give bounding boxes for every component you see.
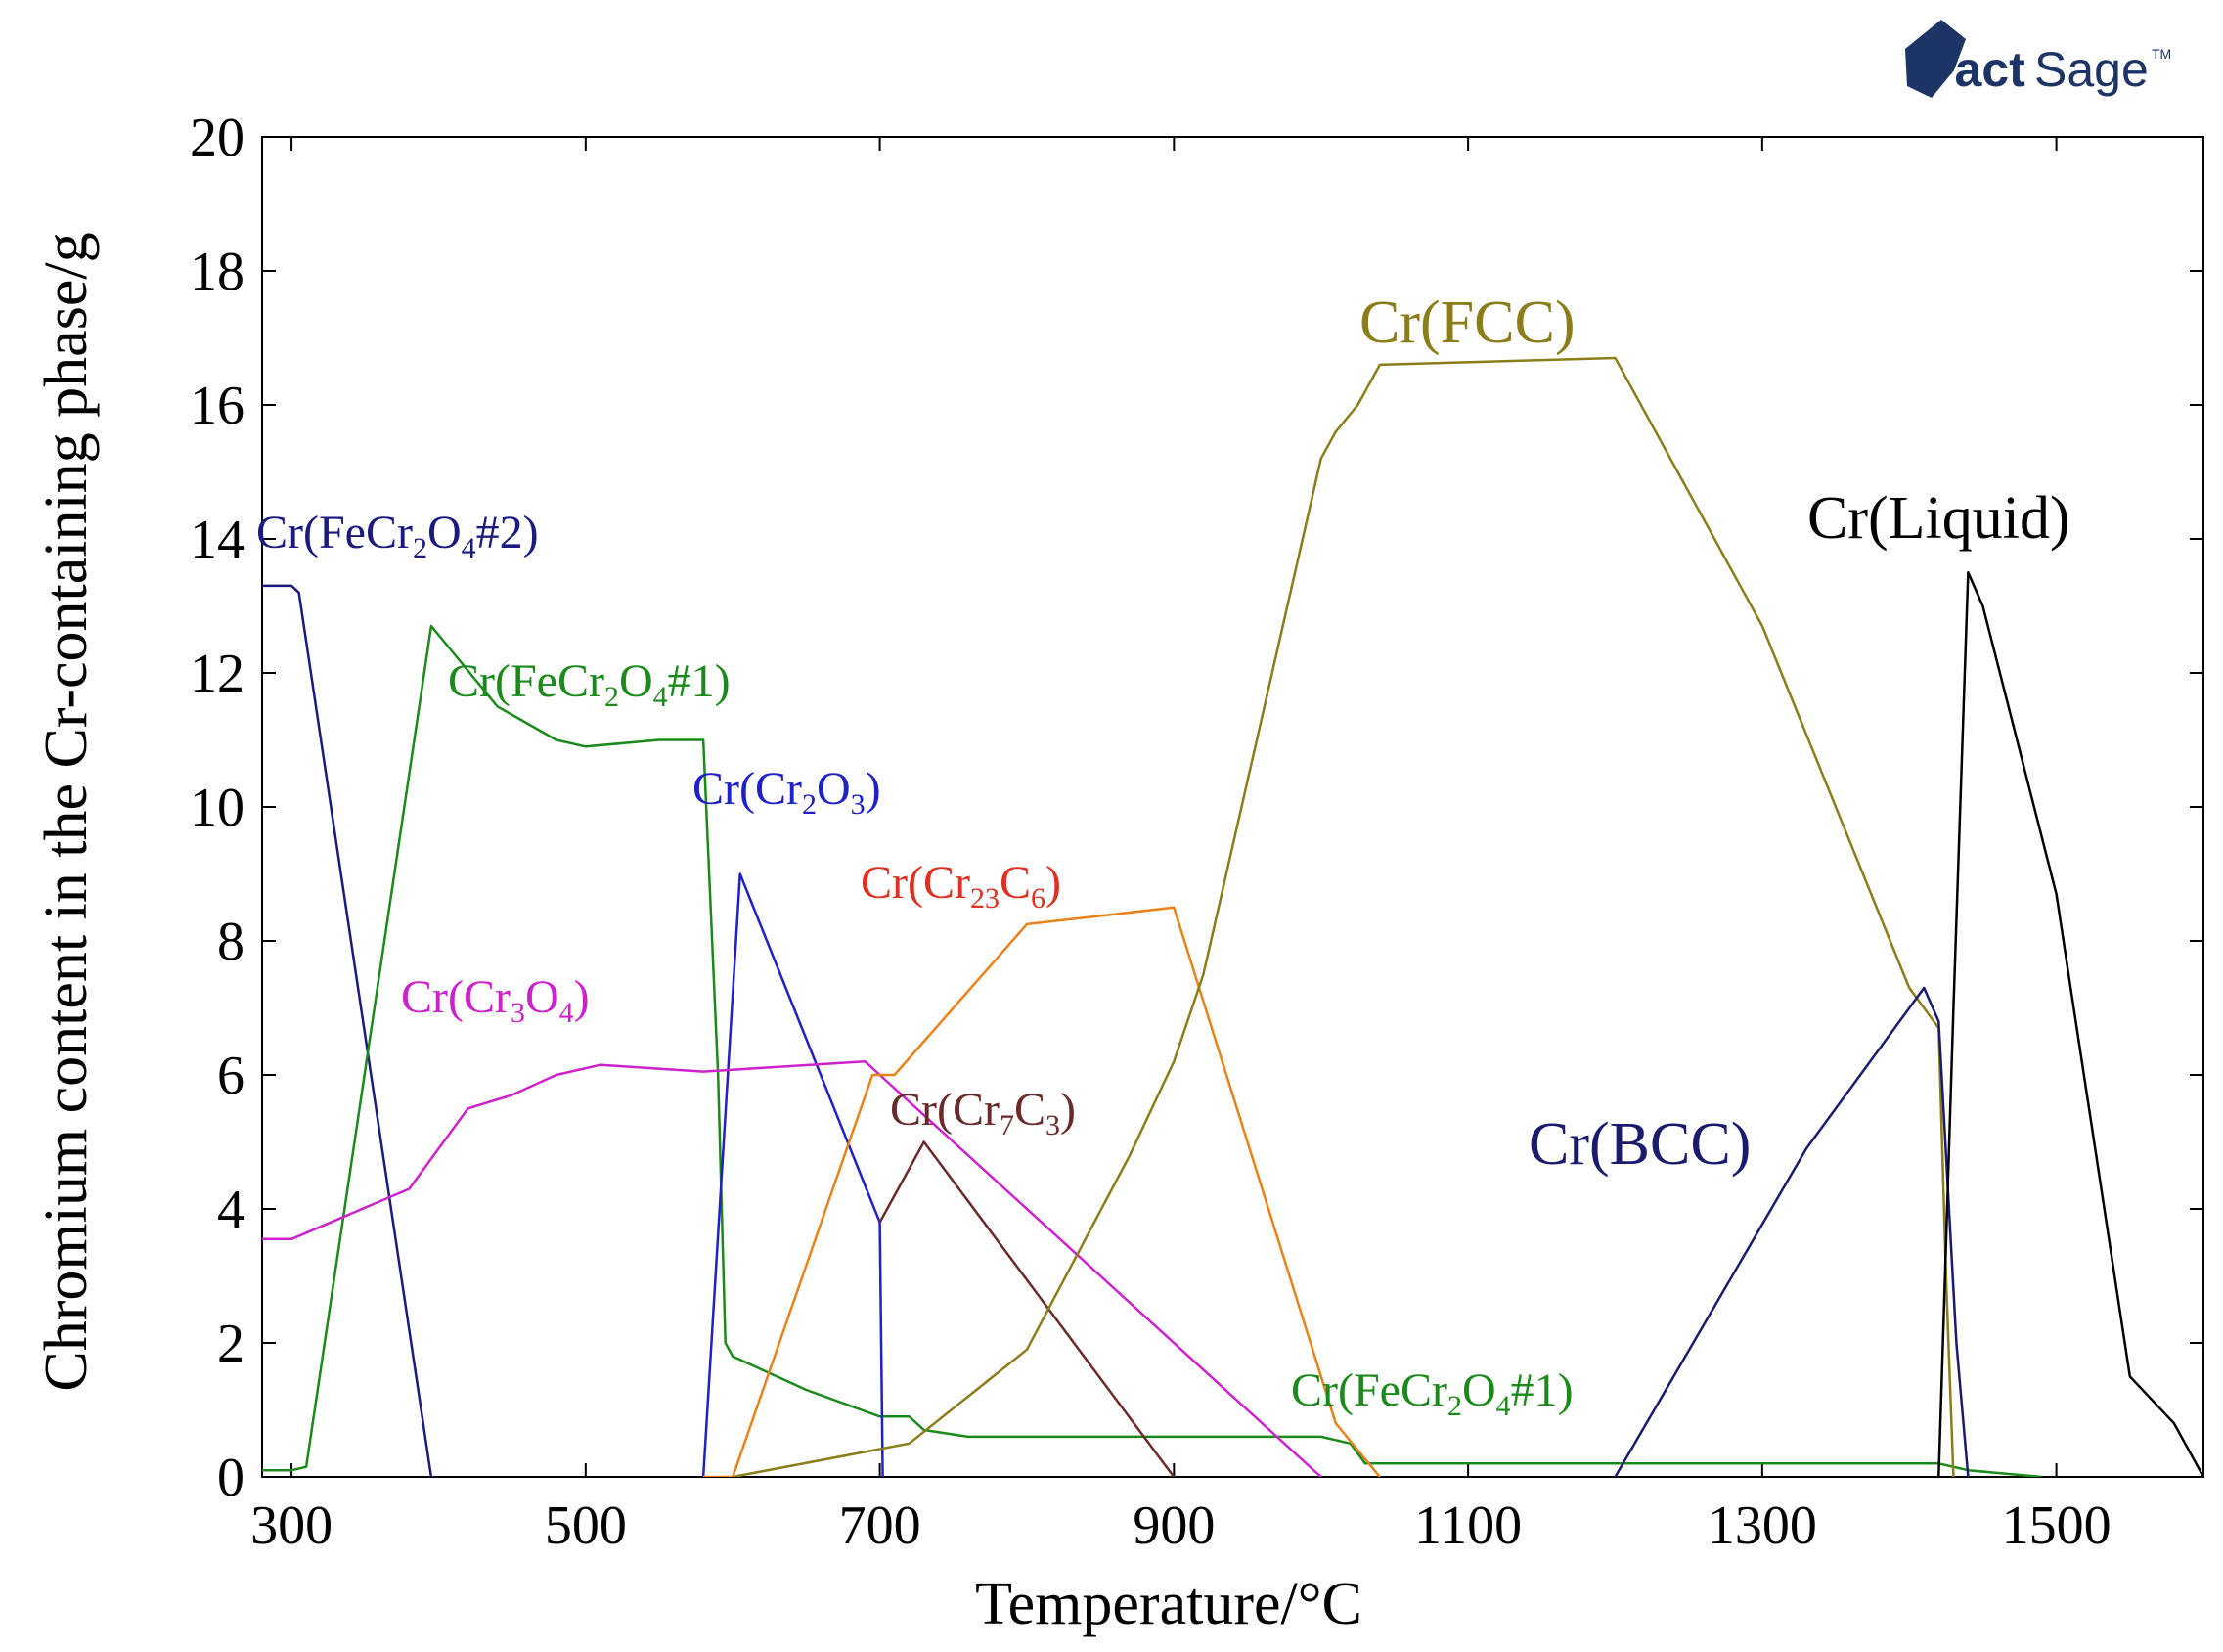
y-tick-label: 16 xyxy=(190,376,245,436)
plot-frame xyxy=(261,136,2204,1478)
series-line-cr-cr3o4 xyxy=(262,1060,1322,1477)
factsage-logo-mark-icon xyxy=(1905,20,1966,98)
y-tick-label: 12 xyxy=(190,644,245,704)
label-text: Cr(Liquid) xyxy=(1807,485,2070,552)
label-text: Cr(FeCr xyxy=(448,655,604,707)
logo-tm: TM xyxy=(2152,46,2171,62)
series-line-cr-fcc xyxy=(732,356,1955,1477)
label-text: O xyxy=(817,763,851,815)
label-text: Cr(FeCr xyxy=(1291,1364,1447,1416)
ticks: 300 500 700 900 1100 1300 1500 0 2 4 6 8 10 12 14 16 18 2… xyxy=(190,108,2203,1556)
series-label-cr-fecr2o4-2: Cr(FeCr2O4#2) xyxy=(256,507,539,564)
label-text: C xyxy=(1014,1084,1045,1136)
series-line-cr-fecr2o4-1 xyxy=(262,624,2042,1477)
label-text: ) xyxy=(1060,1084,1076,1136)
label-text: C xyxy=(1000,857,1031,909)
label-text: Cr(Cr xyxy=(692,763,802,815)
label-text: Cr(Cr xyxy=(401,971,511,1023)
label-text: #1) xyxy=(1511,1364,1574,1416)
series-line-cr-cr23c6 xyxy=(703,906,1381,1477)
y-tick-label: 20 xyxy=(190,108,245,168)
y-tick-label: 4 xyxy=(217,1180,245,1240)
y-tick-label: 8 xyxy=(217,912,245,972)
x-tick-label: 1500 xyxy=(2002,1496,2112,1556)
label-subscript: 4 xyxy=(653,681,668,713)
label-text: #2) xyxy=(476,507,539,558)
series-line-cr-liquid xyxy=(1937,570,2203,1477)
x-tick-label: 500 xyxy=(545,1496,627,1556)
series-lines xyxy=(262,356,2203,1477)
series-line-cr-cr7c3 xyxy=(878,1140,1176,1477)
y-tick-label: 2 xyxy=(217,1314,245,1374)
label-subscript: 3 xyxy=(1045,1109,1060,1141)
y-tick-label: 10 xyxy=(190,778,245,838)
label-text: Cr(Cr xyxy=(861,857,970,909)
series-label-cr-bcc: Cr(BCC) xyxy=(1529,1111,1751,1178)
x-tick-label: 700 xyxy=(839,1496,921,1556)
label-subscript: 23 xyxy=(970,882,1000,915)
y-axis-title: Chromium content in the Cr-containing ph… xyxy=(33,232,100,1391)
label-text: O xyxy=(525,971,559,1023)
series-line-cr-fecr2o4-2 xyxy=(262,584,433,1477)
x-tick-label: 1100 xyxy=(1414,1496,1522,1556)
series-label-cr-fcc: Cr(FCC) xyxy=(1359,290,1575,356)
label-subscript: 4 xyxy=(1496,1390,1511,1422)
series-label-cr-cr7c3: Cr(Cr7C3) xyxy=(890,1084,1076,1141)
label-subscript: 3 xyxy=(851,788,866,821)
label-text: Cr(Cr xyxy=(890,1084,1000,1136)
label-subscript: 6 xyxy=(1031,882,1045,915)
label-text: ) xyxy=(1045,857,1061,909)
label-subscript: 7 xyxy=(1000,1109,1014,1141)
series-label-cr-cr23c6: Cr(Cr23C6) xyxy=(861,857,1061,915)
label-text: O xyxy=(427,507,462,558)
series-label-cr-cr2o3: Cr(Cr2O3) xyxy=(692,763,881,821)
label-text: O xyxy=(619,655,653,707)
x-axis-title: Temperature/°C xyxy=(975,1571,1362,1637)
y-tick-label: 14 xyxy=(190,510,245,570)
label-text: Cr(FCC) xyxy=(1359,290,1575,356)
y-tick-label: 0 xyxy=(217,1448,245,1508)
label-text: ) xyxy=(574,971,590,1023)
label-subscript: 2 xyxy=(802,788,817,821)
logo-bold-text: Fact xyxy=(1925,42,2025,97)
label-text: Cr(FeCr xyxy=(256,507,413,558)
label-text: #1) xyxy=(668,655,731,707)
factsage-logo: Fact Sage TM xyxy=(1905,20,2171,98)
label-text: ) xyxy=(866,763,881,815)
series-label-cr-fecr2o4-1: Cr(FeCr2O4#1) xyxy=(448,655,731,713)
label-subscript: 2 xyxy=(604,681,619,713)
x-tick-label: 900 xyxy=(1133,1496,1215,1556)
series-line-cr-cr2o3 xyxy=(701,872,884,1477)
label-subscript: 4 xyxy=(462,532,476,564)
series-line-cr-bcc xyxy=(1614,986,1970,1477)
label-text: O xyxy=(1462,1364,1496,1416)
label-subscript: 2 xyxy=(1447,1390,1462,1422)
series-label-cr-liquid: Cr(Liquid) xyxy=(1807,485,2070,552)
x-tick-label: 1300 xyxy=(1708,1496,1817,1556)
label-subscript: 4 xyxy=(559,997,574,1029)
series-label-cr-cr3o4: Cr(Cr3O4) xyxy=(401,971,590,1029)
y-tick-label: 6 xyxy=(217,1046,245,1106)
label-subscript: 2 xyxy=(413,532,427,564)
label-subscript: 3 xyxy=(511,997,525,1029)
label-text: Cr(BCC) xyxy=(1529,1111,1751,1178)
logo-thin-text: Sage xyxy=(2034,42,2149,97)
series-labels: Cr(FeCr2O4#2)Cr(FeCr2O4#1)Cr(Cr2O3)Cr(Cr… xyxy=(256,290,2070,1422)
x-tick-label: 300 xyxy=(250,1496,333,1556)
series-label-cr-fecr2o4-1: Cr(FeCr2O4#1) xyxy=(1291,1364,1574,1422)
y-tick-label: 18 xyxy=(190,242,245,302)
